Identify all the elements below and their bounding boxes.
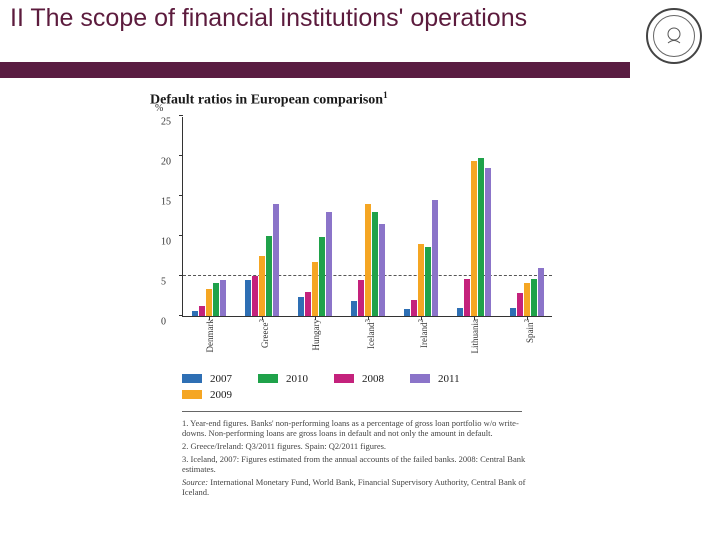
bar [252,276,258,316]
bar [213,283,219,316]
bar [319,237,325,315]
footnote-2: 2. Greece/Ireland: Q3/2011 figures. Spai… [182,441,532,452]
y-tick-mark [179,235,183,236]
legend-item: 2010 [258,373,308,385]
bar [259,256,265,316]
bar [199,306,205,316]
y-tick-label: 5 [161,276,166,287]
chart-legend: 20072010200820112009 [182,373,452,401]
x-tick-label: Hungary [311,319,321,351]
footnote-3: 3. Iceland, 2007: Figures estimated from… [182,454,532,475]
legend-label: 2010 [286,373,308,385]
chart-footnotes: 1. Year-end figures. Banks' non-performi… [182,418,532,498]
legend-item: 2009 [182,389,232,401]
legend-swatch [182,390,202,399]
legend-label: 2007 [210,373,232,385]
title-bar: II The scope of financial institutions' … [0,0,720,78]
bar [432,200,438,316]
bar [524,283,530,316]
x-tick-label: Greece2 [258,319,270,348]
legend-swatch [410,374,430,383]
chart-title: Default ratios in European comparison1 [150,90,570,109]
institution-seal-icon [646,8,702,64]
bar [510,308,516,315]
y-tick-mark [179,155,183,156]
title-stripe [0,62,630,78]
footnote-divider [182,411,522,412]
bar [538,268,544,316]
legend-item [258,389,308,401]
source-label: Source: [182,477,208,487]
bar [266,236,272,316]
slide-title: II The scope of financial institutions' … [10,4,527,33]
legend-item: 2008 [334,373,384,385]
y-tick-mark [179,195,183,196]
bar [372,212,378,316]
legend-swatch [334,374,354,383]
y-tick-label: 10 [161,236,171,247]
bar [326,212,332,316]
y-tick-label: 20 [161,156,171,167]
bar [358,280,364,316]
bar [425,247,431,316]
legend-swatch [258,374,278,383]
bar [273,204,279,316]
legend-label: 2008 [362,373,384,385]
bar [379,224,385,316]
bar [404,309,410,315]
y-tick-label: 0 [161,316,166,327]
bar [351,301,357,315]
x-tick-label: Lithuania [470,319,480,354]
x-tick-label: Iceland3 [364,319,376,349]
bar [245,280,251,316]
chart-title-text: Default ratios in European comparison [150,93,383,108]
footnote-source: Source: International Monetary Fund, Wor… [182,477,532,498]
bar [531,279,537,316]
legend-label: 2011 [438,373,460,385]
bar [312,262,318,316]
bar [471,161,477,315]
y-tick-label: 25 [161,116,171,127]
y-axis-unit: % [155,103,163,114]
bar [457,308,463,316]
y-tick-mark [179,115,183,116]
bar [464,279,470,316]
slide: II The scope of financial institutions' … [0,0,720,540]
y-tick-mark [179,315,183,316]
bar [478,158,484,316]
bar [517,293,523,315]
bar [418,244,424,316]
x-tick-label: Spain2 [523,319,535,343]
chart-container: Default ratios in European comparison1 %… [150,90,570,500]
legend-label: 2009 [210,389,232,401]
bar [411,300,417,315]
y-tick-label: 15 [161,196,171,207]
bar [220,280,226,316]
legend-swatch [182,374,202,383]
bar [298,297,304,315]
bar [485,168,491,316]
legend-item: 2011 [410,373,460,385]
footnote-1: 1. Year-end figures. Banks' non-performi… [182,418,532,439]
bar [305,292,311,316]
chart-title-sup: 1 [383,90,388,100]
source-text: International Monetary Fund, World Bank,… [182,477,525,498]
bar [365,204,371,316]
x-tick-label: Ireland2 [417,319,429,348]
bar [192,311,198,316]
chart-plot-area: % 0510152025DenmarkGreece2HungaryIceland… [182,117,552,317]
legend-item: 2007 [182,373,232,385]
x-tick-label: Denmark [205,319,215,353]
bar [206,289,212,315]
